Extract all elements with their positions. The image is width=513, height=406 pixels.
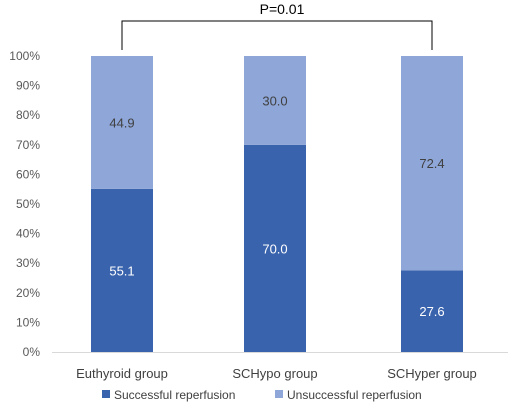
data-label: 70.0 [262, 241, 287, 256]
y-tick-label: 20% [16, 286, 40, 300]
y-tick-label: 100% [9, 49, 40, 63]
data-label: 44.9 [109, 115, 134, 130]
y-axis: 0% 10% 20% 30% 40% 50% 60% 70% 80% 90% 100% [9, 49, 40, 359]
bar-segment-successful [401, 270, 463, 352]
p-value-label: P=0.01 [260, 1, 305, 17]
legend-swatch [275, 390, 283, 398]
data-label: 27.6 [419, 304, 444, 319]
y-tick-label: 90% [16, 79, 40, 93]
x-category-label: Euthyroid group [76, 366, 168, 381]
bars [91, 56, 463, 352]
data-label: 72.4 [419, 156, 444, 171]
legend-label: Unsuccessful reperfusion [287, 388, 422, 402]
x-category-label: SCHyper group [387, 366, 477, 381]
significance-bracket: P=0.01 [121, 1, 433, 50]
bar-segment-unsuccessful [91, 56, 153, 189]
y-tick-label: 10% [16, 315, 40, 329]
data-label: 55.1 [109, 263, 134, 278]
x-category-label: SCHypo group [232, 366, 317, 381]
y-tick-label: 40% [16, 227, 40, 241]
bar-segment-successful [91, 188, 153, 352]
legend-swatch [102, 390, 110, 398]
legend-label: Successful reperfusion [114, 388, 235, 402]
y-tick-label: 60% [16, 167, 40, 181]
bar-segment-successful [244, 144, 306, 352]
data-label: 30.0 [262, 93, 287, 108]
y-tick-label: 30% [16, 256, 40, 270]
bracket-line [121, 20, 433, 50]
x-axis: Euthyroid group SCHypo group SCHyper group [52, 352, 508, 381]
y-tick-label: 70% [16, 138, 40, 152]
y-tick-label: 80% [16, 108, 40, 122]
bar-segment-unsuccessful [401, 56, 463, 271]
y-tick-label: 50% [16, 197, 40, 211]
legend: Successful reperfusion Unsuccessful reper… [102, 388, 422, 402]
y-tick-label: 0% [23, 345, 41, 359]
bar-segment-unsuccessful [244, 56, 306, 145]
bar-labels: 55.1 44.9 70.0 30.0 27.6 72.4 [109, 93, 444, 319]
